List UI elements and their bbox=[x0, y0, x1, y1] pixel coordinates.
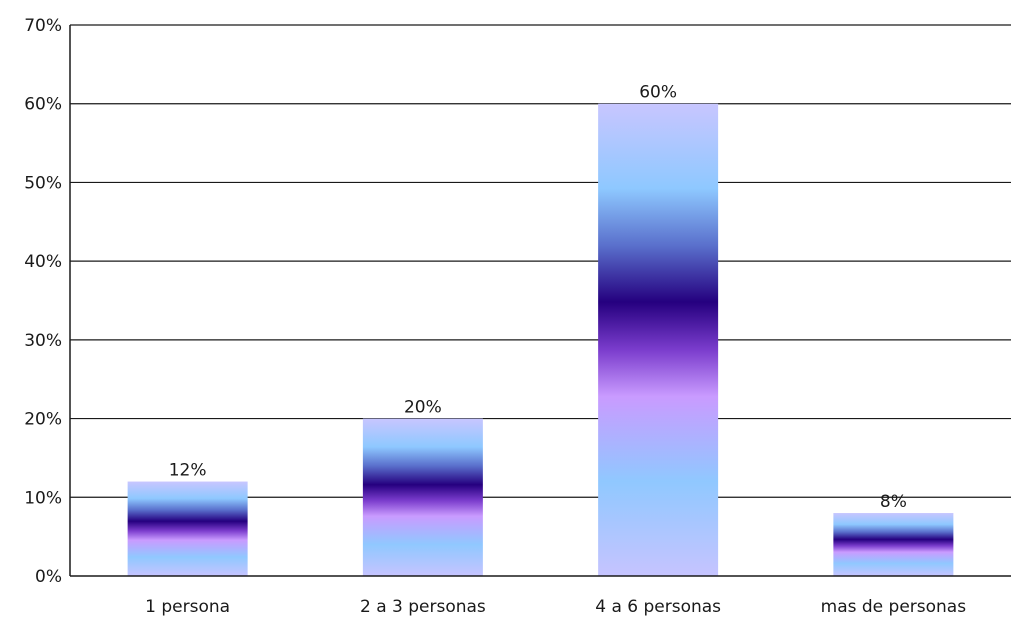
data-label: 8% bbox=[880, 492, 907, 512]
y-tick-label: 20% bbox=[24, 410, 62, 430]
y-tick-label: 40% bbox=[24, 252, 62, 272]
x-tick-label: 4 a 6 personas bbox=[595, 597, 721, 617]
gridlines bbox=[70, 24, 1011, 498]
bar bbox=[127, 481, 248, 576]
data-labels: 12% 20% 60% 8% bbox=[169, 83, 907, 512]
y-tick-label: 30% bbox=[24, 331, 62, 351]
bar bbox=[362, 418, 483, 576]
data-label: 20% bbox=[404, 398, 442, 418]
x-axis-tick-labels: 1 persona 2 a 3 personas 4 a 6 personas mas… bbox=[145, 597, 966, 617]
bar bbox=[598, 103, 719, 576]
y-tick-label: 70% bbox=[24, 16, 62, 36]
x-tick-label: 2 a 3 personas bbox=[360, 597, 486, 617]
axes bbox=[69, 25, 1011, 577]
data-label: 60% bbox=[639, 83, 677, 103]
data-label: 12% bbox=[169, 461, 207, 481]
y-tick-label: 10% bbox=[24, 488, 62, 508]
y-tick-label: 0% bbox=[35, 567, 62, 587]
x-tick-label: mas de personas bbox=[821, 597, 967, 617]
y-tick-label: 50% bbox=[24, 173, 62, 193]
y-axis-tick-labels: 0% 10% 20% 30% 40% 50% 60% 70% bbox=[24, 16, 62, 587]
bar bbox=[833, 513, 954, 576]
bars bbox=[127, 103, 954, 576]
y-tick-label: 60% bbox=[24, 95, 62, 115]
x-tick-label: 1 persona bbox=[145, 597, 230, 617]
